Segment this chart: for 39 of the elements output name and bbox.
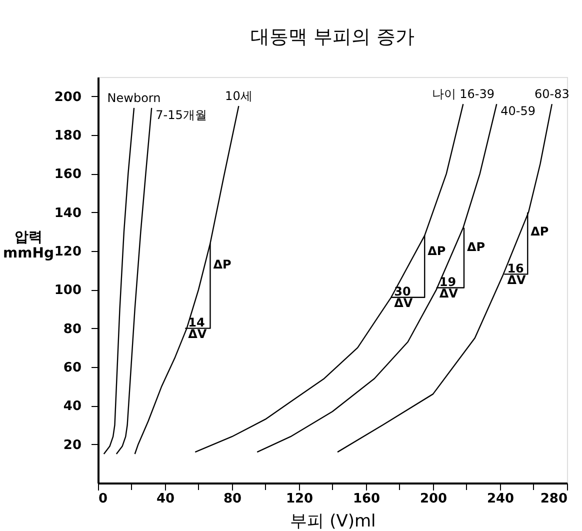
annotation: 30: [394, 284, 411, 299]
y-tick-label: 180: [54, 128, 82, 144]
series-label: 40-59: [500, 104, 536, 118]
x-tick-label: 120: [286, 492, 314, 506]
x-tick-label: 80: [223, 492, 242, 506]
series-label: 7-15개월: [156, 108, 207, 122]
y-tick-label: 20: [63, 438, 82, 453]
annotation: 16: [507, 261, 524, 276]
chart-title: 대동맥 부피의 증가: [250, 26, 415, 48]
x-axis-title: 부피 (V)ml: [290, 512, 376, 531]
x-tick-label: 40: [156, 492, 175, 506]
x-tick-label: 0: [98, 492, 108, 506]
annotation: ΔV: [394, 296, 414, 310]
y-tick-label: 100: [54, 283, 82, 298]
y-tick-label: 40: [63, 399, 82, 414]
annotation: 19: [439, 274, 456, 289]
x-tick-label: 160: [352, 492, 380, 506]
annotation: ΔP: [466, 240, 486, 254]
series-label: 60-83: [534, 87, 570, 102]
series-label: 나이 16-39: [432, 87, 494, 102]
x-tick-label: 200: [420, 492, 448, 506]
y-tick-label: 140: [54, 206, 82, 221]
annotation: 14: [188, 316, 205, 330]
y-tick-label: 200: [54, 90, 82, 105]
annotation: ΔV: [188, 327, 208, 342]
y-tick-label: 120: [54, 244, 82, 260]
x-tick-label: 280: [540, 492, 568, 506]
annotation: ΔV: [507, 273, 526, 287]
y-axis-title: 압력 mmHg: [3, 230, 54, 262]
annotation: ΔP: [428, 244, 446, 258]
annotation: ΔP: [530, 224, 549, 239]
y-tick-label: 80: [63, 322, 82, 337]
series-label: Newborn: [107, 90, 161, 105]
y-tick-label: 160: [54, 167, 82, 182]
annotation: ΔV: [439, 286, 459, 301]
series-label: 10세: [225, 89, 252, 103]
annotation: ΔP: [213, 258, 232, 272]
y-tick-label: 60: [63, 360, 82, 376]
x-tick-label: 240: [486, 492, 514, 506]
